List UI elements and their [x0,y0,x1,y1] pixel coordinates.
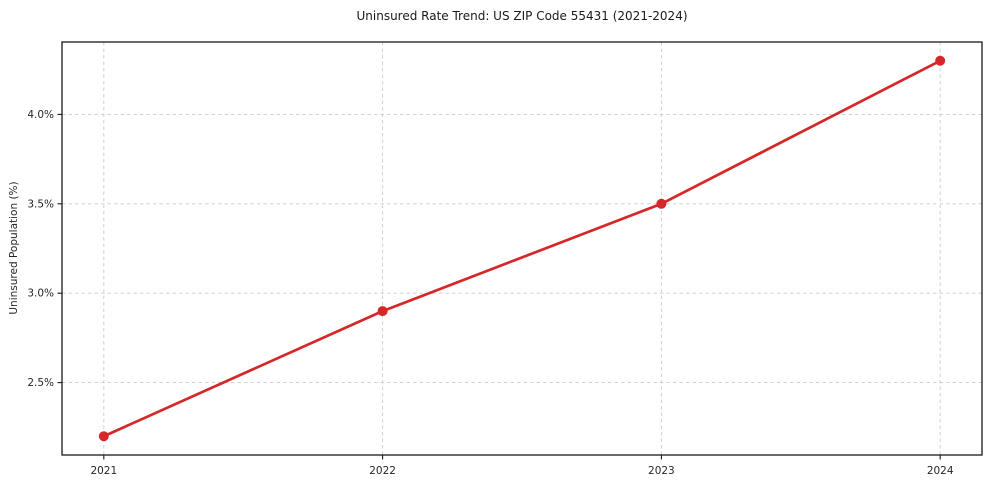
x-tick-label: 2024 [927,465,954,477]
y-tick-label: 3.5% [27,198,54,210]
y-tick-label: 4.0% [27,109,54,121]
trend-line [102,59,942,438]
x-tick-label: 2021 [90,465,117,477]
data-point [935,55,946,66]
chart-title: Uninsured Rate Trend: US ZIP Code 55431 … [356,9,688,23]
y-tick-label: 3.0% [27,288,54,300]
data-point [377,306,388,317]
data-point [656,198,667,209]
x-tick-label: 2022 [369,465,396,477]
x-tick-label: 2023 [648,465,675,477]
data-point [98,431,109,442]
y-tick-label: 2.5% [27,377,54,389]
plot-border [61,41,983,456]
